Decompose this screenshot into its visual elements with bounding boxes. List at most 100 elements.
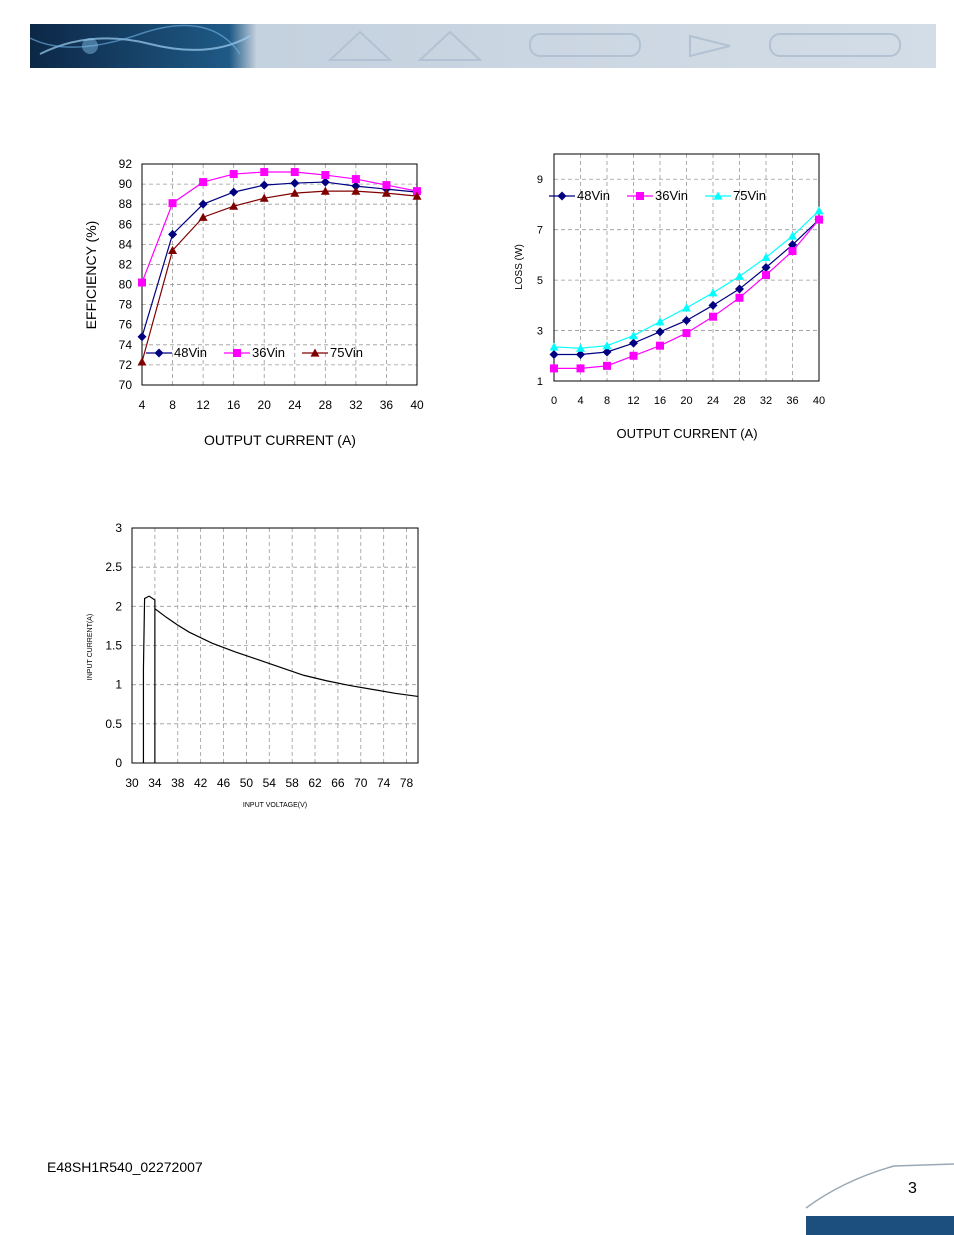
- data-point: [412, 191, 422, 200]
- plot-area: [142, 164, 417, 385]
- data-point: [603, 361, 611, 370]
- y-tick-label: 74: [119, 338, 133, 352]
- y-tick-label: 90: [119, 177, 133, 191]
- x-tick-label: 8: [604, 395, 610, 407]
- header-banner: [30, 24, 936, 68]
- data-point: [381, 188, 391, 197]
- footer-accent: [805, 1163, 954, 1235]
- data-point: [815, 215, 823, 224]
- y-axis-label: LOSS (W): [514, 244, 525, 290]
- input-current-chart: 0 0.5 1 1.5 2 2.5 3 30 34 38 42 46 50 54 58 62 66 70 74 78 I…: [87, 521, 419, 809]
- data-point: [351, 175, 360, 184]
- data-point: [788, 247, 797, 256]
- data-point: [290, 178, 300, 188]
- y-tick-label: 2.5: [105, 560, 122, 574]
- legend-label: 36Vin: [655, 188, 688, 203]
- legend-marker: [310, 348, 320, 357]
- x-tick-label: 50: [240, 776, 254, 790]
- data-point: [351, 186, 361, 195]
- data-point: [198, 212, 208, 221]
- data-point: [708, 288, 718, 297]
- data-point: [260, 168, 269, 177]
- efficiency-chart: 70 72 74 76 78 80 82 84 86 88 90 92 4 8 12 16 20 24 28 32 36…: [83, 157, 424, 448]
- data-point: [550, 364, 558, 373]
- plot-frame: [141, 163, 418, 386]
- plot-frame: [553, 153, 820, 382]
- data-point: [259, 180, 269, 190]
- x-axis-label: INPUT VOLTAGE(V): [243, 802, 307, 809]
- x-tick-label: 4: [139, 398, 146, 412]
- x-tick-label: 42: [194, 776, 208, 790]
- data-point: [168, 199, 177, 208]
- y-tick-label: 78: [119, 298, 133, 312]
- data-point: [229, 187, 239, 197]
- x-tick-label: 78: [400, 776, 414, 790]
- data-point: [137, 332, 147, 342]
- x-tick-label: 28: [319, 398, 333, 412]
- legend-marker: [233, 349, 241, 357]
- x-tick-label: 16: [227, 398, 241, 412]
- x-tick-label: 4: [577, 395, 583, 407]
- data-point: [576, 343, 585, 352]
- legend-marker: [713, 191, 723, 200]
- legend-marker: [154, 348, 164, 358]
- data-point: [709, 312, 717, 321]
- y-tick-label: 9: [537, 174, 543, 186]
- x-tick-label: 40: [813, 395, 825, 407]
- x-tick-label: 20: [680, 395, 692, 407]
- y-tick-label: 3: [537, 326, 543, 338]
- y-tick-label: 86: [119, 217, 133, 231]
- x-axis-label: OUTPUT CURRENT (A): [616, 426, 757, 441]
- page-number: 3: [908, 1180, 917, 1197]
- x-tick-label: 24: [288, 398, 302, 412]
- x-tick-label: 32: [760, 395, 772, 407]
- x-tick-label: 62: [308, 776, 322, 790]
- data-point: [199, 178, 208, 187]
- data-point: [320, 186, 330, 195]
- data-point: [788, 231, 797, 240]
- data-point: [259, 193, 269, 202]
- data-point: [549, 342, 559, 351]
- data-point: [761, 252, 771, 262]
- data-point: [138, 278, 146, 287]
- data-point: [413, 187, 421, 196]
- data-point: [351, 181, 361, 191]
- y-axis-label: EFFICIENCY (%): [83, 221, 99, 330]
- data-point: [629, 331, 638, 340]
- y-tick-label: 7: [537, 225, 543, 237]
- legend-label: 48Vin: [577, 188, 610, 203]
- y-tick-label: 3: [115, 521, 122, 535]
- x-tick-label: 28: [733, 395, 745, 407]
- data-point: [735, 271, 744, 280]
- data-point: [682, 315, 691, 325]
- data-point: [814, 206, 824, 215]
- data-point: [602, 341, 612, 350]
- data-point: [682, 303, 691, 312]
- y-tick-label: 0.5: [105, 717, 122, 731]
- y-tick-label: 5: [537, 275, 543, 287]
- x-tick-label: 36: [380, 398, 394, 412]
- data-point: [655, 317, 665, 326]
- data-point: [137, 357, 147, 366]
- y-tick-label: 1.5: [105, 639, 122, 653]
- data-point: [629, 338, 638, 348]
- series-line-75vin: [141, 190, 418, 363]
- data-point: [682, 329, 691, 338]
- x-tick-label: 70: [354, 776, 368, 790]
- data-point: [602, 347, 612, 357]
- y-tick-label: 70: [119, 378, 133, 392]
- legend-marker: [557, 191, 567, 201]
- data-point: [229, 201, 239, 210]
- y-tick-label: 88: [119, 197, 133, 211]
- data-point: [576, 364, 585, 373]
- x-tick-label: 54: [263, 776, 277, 790]
- x-tick-label: 40: [410, 398, 424, 412]
- data-point: [321, 171, 330, 180]
- data-point: [229, 170, 238, 179]
- data-point: [576, 350, 585, 360]
- legend-label: 48Vin: [174, 345, 207, 360]
- y-tick-label: 80: [119, 278, 133, 292]
- data-point: [290, 188, 300, 197]
- y-tick-label: 82: [119, 257, 133, 271]
- legend-marker: [636, 192, 644, 200]
